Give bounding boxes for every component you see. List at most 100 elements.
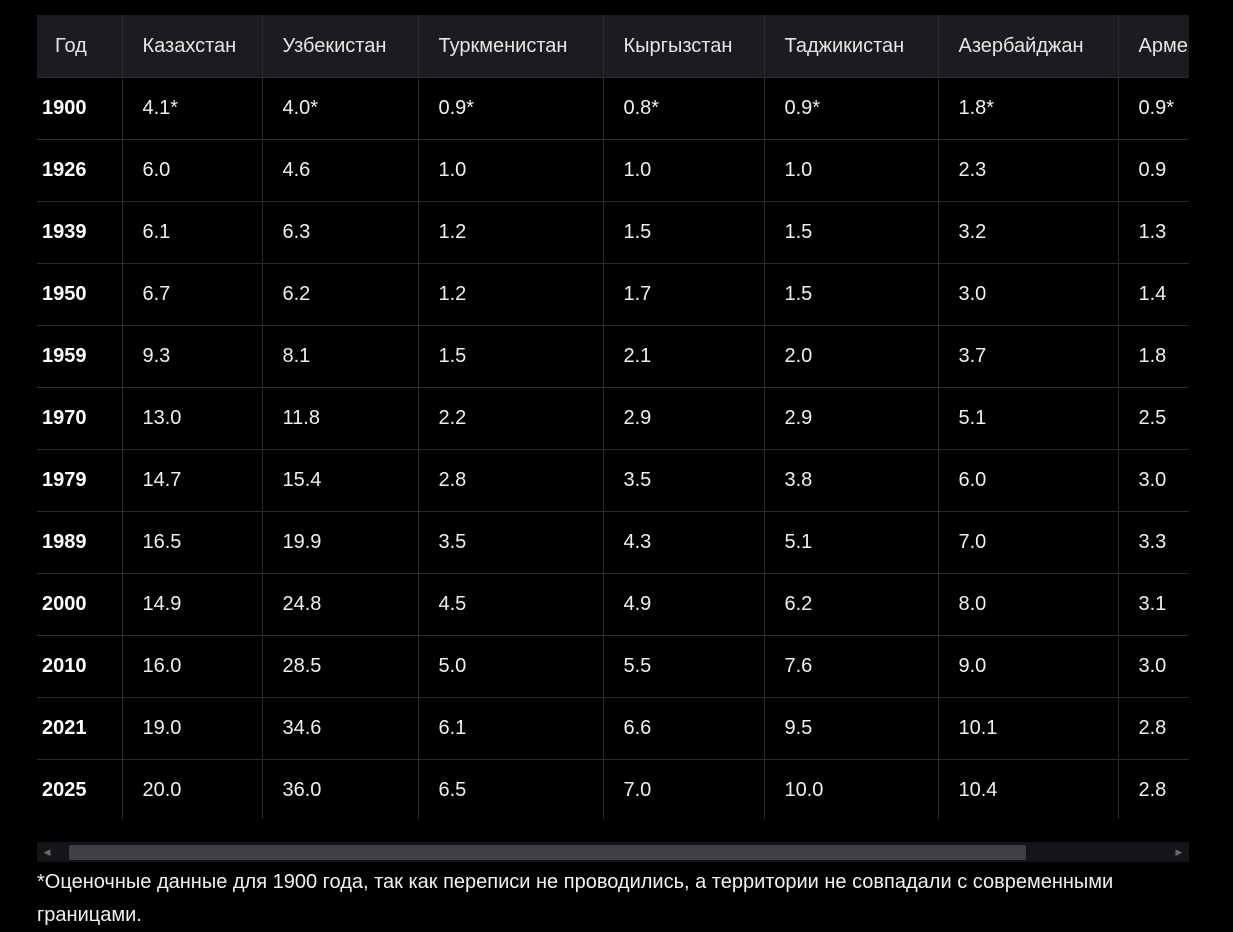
- value-cell: 13.0: [122, 387, 263, 450]
- value-cell: 1.8*: [938, 77, 1119, 140]
- value-cell: 3.1: [1118, 573, 1189, 636]
- value-cell: 1.2: [418, 201, 604, 264]
- value-cell: 4.1*: [122, 77, 263, 140]
- value-cell: 4.6: [262, 139, 419, 202]
- population-table: Год Казахстан Узбекистан Туркменистан Кыргыз…: [37, 15, 1189, 819]
- value-cell: 8.1: [262, 325, 419, 388]
- value-cell: 6.5: [418, 759, 604, 819]
- scrollbar-thumb[interactable]: [69, 845, 1026, 860]
- value-cell: 14.7: [122, 449, 263, 512]
- year-cell: 2000: [37, 573, 123, 636]
- value-cell: 34.6: [262, 697, 419, 760]
- value-cell: 1.2: [418, 263, 604, 326]
- table-row: 1939 6.1 6.3 1.2 1.5 1.5 3.2 1.3: [37, 201, 1189, 264]
- value-cell: 11.8: [262, 387, 419, 450]
- value-cell: 6.0: [122, 139, 263, 202]
- value-cell: 1.0: [418, 139, 604, 202]
- value-cell: 7.0: [603, 759, 765, 819]
- value-cell: 1.4: [1118, 263, 1189, 326]
- value-cell: 1.0: [603, 139, 765, 202]
- value-cell: 7.6: [764, 635, 939, 698]
- footnote: *Оценочные данные для 1900 года, так как…: [37, 871, 1114, 926]
- value-cell: 2.0: [764, 325, 939, 388]
- value-cell: 2.8: [1118, 697, 1189, 760]
- value-cell: 1.5: [764, 201, 939, 264]
- column-header-year: Год: [37, 15, 123, 78]
- value-cell: 3.2: [938, 201, 1119, 264]
- value-cell: 0.9*: [1118, 77, 1189, 140]
- value-cell: 1.5: [603, 201, 765, 264]
- year-cell: 1989: [37, 511, 123, 574]
- value-cell: 24.8: [262, 573, 419, 636]
- value-cell: 6.3: [262, 201, 419, 264]
- value-cell: 7.0: [938, 511, 1119, 574]
- value-cell: 6.7: [122, 263, 263, 326]
- value-cell: 9.3: [122, 325, 263, 388]
- value-cell: 6.2: [262, 263, 419, 326]
- value-cell: 6.6: [603, 697, 765, 760]
- value-cell: 16.0: [122, 635, 263, 698]
- year-cell: 1959: [37, 325, 123, 388]
- horizontal-scrollbar[interactable]: ◀ ▶: [37, 842, 1189, 862]
- value-cell: 2.1: [603, 325, 765, 388]
- table-scroll-container[interactable]: Год Казахстан Узбекистан Туркменистан Кыргыз…: [37, 15, 1189, 819]
- column-header: Азербайджан: [938, 15, 1119, 78]
- value-cell: 6.1: [418, 697, 604, 760]
- table-row: 2000 14.9 24.8 4.5 4.9 6.2 8.0 3.1: [37, 573, 1189, 636]
- value-cell: 4.9: [603, 573, 765, 636]
- column-header: Кыргызстан: [603, 15, 765, 78]
- value-cell: 2.9: [764, 387, 939, 450]
- value-cell: 0.9*: [418, 77, 604, 140]
- value-cell: 14.9: [122, 573, 263, 636]
- table-row: 1970 13.0 11.8 2.2 2.9 2.9 5.1 2.5: [37, 387, 1189, 450]
- chevron-right-icon[interactable]: ▶: [1175, 846, 1183, 857]
- table-row: 2021 19.0 34.6 6.1 6.6 9.5 10.1 2.8: [37, 697, 1189, 760]
- value-cell: 19.0: [122, 697, 263, 760]
- table-row: 1926 6.0 4.6 1.0 1.0 1.0 2.3 0.9: [37, 139, 1189, 202]
- value-cell: 3.3: [1118, 511, 1189, 574]
- value-cell: 20.0: [122, 759, 263, 819]
- value-cell: 2.8: [1118, 759, 1189, 819]
- value-cell: 4.5: [418, 573, 604, 636]
- value-cell: 0.9: [1118, 139, 1189, 202]
- value-cell: 9.5: [764, 697, 939, 760]
- table-row: 1950 6.7 6.2 1.2 1.7 1.5 3.0 1.4: [37, 263, 1189, 326]
- year-cell: 2021: [37, 697, 123, 760]
- chevron-left-icon[interactable]: ◀: [43, 846, 51, 857]
- value-cell: 6.0: [938, 449, 1119, 512]
- value-cell: 16.5: [122, 511, 263, 574]
- table-row: 1989 16.5 19.9 3.5 4.3 5.1 7.0 3.3: [37, 511, 1189, 574]
- year-cell: 1939: [37, 201, 123, 264]
- value-cell: 0.9*: [764, 77, 939, 140]
- value-cell: 1.0: [764, 139, 939, 202]
- table-row: 1900 4.1* 4.0* 0.9* 0.8* 0.9* 1.8* 0.9*: [37, 77, 1189, 140]
- value-cell: 1.7: [603, 263, 765, 326]
- table-header-row: Год Казахстан Узбекистан Туркменистан Кыргыз…: [37, 15, 1189, 78]
- table-body: 1900 4.1* 4.0* 0.9* 0.8* 0.9* 1.8* 0.9* 1926 6.0 4…: [37, 77, 1189, 819]
- value-cell: 1.3: [1118, 201, 1189, 264]
- value-cell: 3.5: [418, 511, 604, 574]
- table-row: 1979 14.7 15.4 2.8 3.5 3.8 6.0 3.0: [37, 449, 1189, 512]
- table-row: 2010 16.0 28.5 5.0 5.5 7.6 9.0 3.0: [37, 635, 1189, 698]
- table-row: 1959 9.3 8.1 1.5 2.1 2.0 3.7 1.8: [37, 325, 1189, 388]
- column-header: Арме: [1118, 15, 1189, 78]
- value-cell: 3.0: [938, 263, 1119, 326]
- value-cell: 8.0: [938, 573, 1119, 636]
- value-cell: 5.5: [603, 635, 765, 698]
- value-cell: 2.3: [938, 139, 1119, 202]
- value-cell: 1.8: [1118, 325, 1189, 388]
- value-cell: 6.1: [122, 201, 263, 264]
- value-cell: 0.8*: [603, 77, 765, 140]
- column-header: Туркменистан: [418, 15, 604, 78]
- value-cell: 6.2: [764, 573, 939, 636]
- value-cell: 19.9: [262, 511, 419, 574]
- value-cell: 10.0: [764, 759, 939, 819]
- table-row: 2025 20.0 36.0 6.5 7.0 10.0 10.4 2.8: [37, 759, 1189, 819]
- value-cell: 3.0: [1118, 449, 1189, 512]
- value-cell: 3.0: [1118, 635, 1189, 698]
- year-cell: 1979: [37, 449, 123, 512]
- value-cell: 5.1: [938, 387, 1119, 450]
- value-cell: 2.9: [603, 387, 765, 450]
- column-header: Таджикистан: [764, 15, 939, 78]
- value-cell: 5.1: [764, 511, 939, 574]
